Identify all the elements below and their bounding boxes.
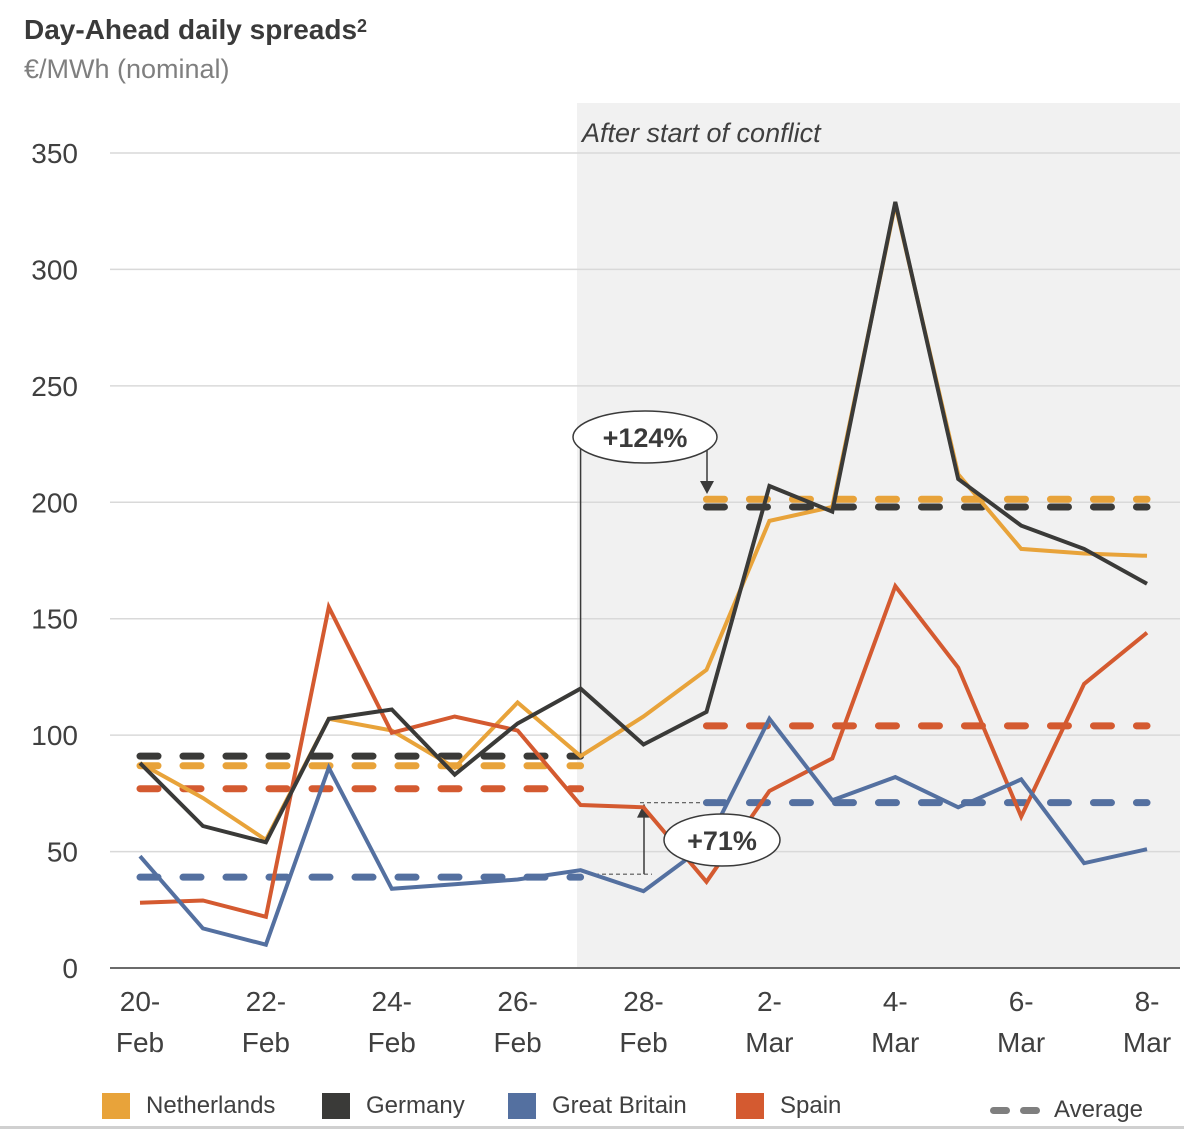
x-axis-ticks: 20- Feb 22- Feb 24- Feb 26- Feb 28- Feb 2- Mar 4- Mar… <box>116 986 1171 1058</box>
legend-dash-icon <box>1020 1106 1040 1114</box>
x-tick-label: Feb <box>619 1027 667 1058</box>
x-tick-label: 22- <box>246 986 286 1017</box>
y-tick-label: 250 <box>31 371 78 402</box>
x-tick-label: 20- <box>120 986 160 1017</box>
y-tick-label: 100 <box>31 720 78 751</box>
average-lines <box>136 495 1151 881</box>
legend-label-spain: Spain <box>780 1092 842 1119</box>
y-tick-label: 50 <box>47 837 78 868</box>
legend-item-great-britain: Great Britain <box>508 1088 687 1124</box>
x-tick-label: 6- <box>1009 986 1034 1017</box>
chart-subtitle: €/MWh (nominal) <box>24 54 230 84</box>
x-tick-label: 24- <box>372 986 412 1017</box>
x-tick-label: Feb <box>494 1027 542 1058</box>
legend-label-average: Average <box>1054 1096 1143 1123</box>
series-lines <box>138 201 1149 948</box>
legend-swatch-netherlands <box>102 1093 130 1119</box>
legend-swatch-great-britain <box>508 1093 536 1119</box>
y-tick-label: 300 <box>31 254 78 285</box>
x-tick-label: 28- <box>623 986 663 1017</box>
annotation-bubble <box>572 410 718 464</box>
x-tick-label: Mar <box>997 1027 1045 1058</box>
legend-dash-icon <box>990 1106 1010 1114</box>
x-tick-label: Feb <box>368 1027 416 1058</box>
legend-label-netherlands: Netherlands <box>146 1092 276 1119</box>
legend-swatch-spain <box>736 1093 764 1119</box>
x-tick-label: 26- <box>497 986 537 1017</box>
x-tick-label: Mar <box>1123 1027 1171 1058</box>
y-tick-label: 200 <box>31 487 78 518</box>
annotation-labels: +124% +71% <box>572 410 781 867</box>
annotation-label-great-britain: +71% <box>687 826 757 856</box>
x-tick-label: Mar <box>745 1027 793 1058</box>
legend-swatch-germany <box>322 1093 350 1119</box>
x-tick-label: Feb <box>116 1027 164 1058</box>
grid-lines <box>110 152 1180 853</box>
y-tick-label: 350 <box>31 138 78 169</box>
title-superscript: 2 <box>357 16 368 36</box>
legend-label-great-britain: Great Britain <box>552 1092 687 1119</box>
x-tick-label: Mar <box>871 1027 919 1058</box>
x-tick-label: 8- <box>1135 986 1160 1017</box>
legend-label-germany: Germany <box>366 1092 465 1119</box>
legend-item-spain: Spain <box>736 1088 841 1124</box>
x-tick-label: 4- <box>883 986 908 1017</box>
legend-item-netherlands: Netherlands <box>102 1088 275 1124</box>
y-tick-label: 0 <box>62 953 78 984</box>
annotation-bubble <box>663 813 781 867</box>
x-tick-label: 2- <box>757 986 782 1017</box>
legend-item-average: Average <box>990 1092 1143 1128</box>
chart-title-text: Day-Ahead daily spreads <box>24 14 358 45</box>
legend: Netherlands Germany Great Britain Spain … <box>0 1088 1200 1124</box>
legend-item-germany: Germany <box>322 1088 465 1124</box>
annotation-label-germany: +124% <box>603 423 688 453</box>
arrow-down-icon <box>700 481 714 494</box>
chart-title: Day-Ahead daily spreads2 <box>24 14 367 46</box>
x-tick-label: Feb <box>242 1027 290 1058</box>
y-tick-label: 150 <box>31 604 78 635</box>
bottom-divider <box>0 1126 1184 1129</box>
shaded-region-label: After start of conflict <box>580 118 822 148</box>
y-axis-ticks: 0 50 100 150 200 250 300 350 <box>31 138 78 984</box>
